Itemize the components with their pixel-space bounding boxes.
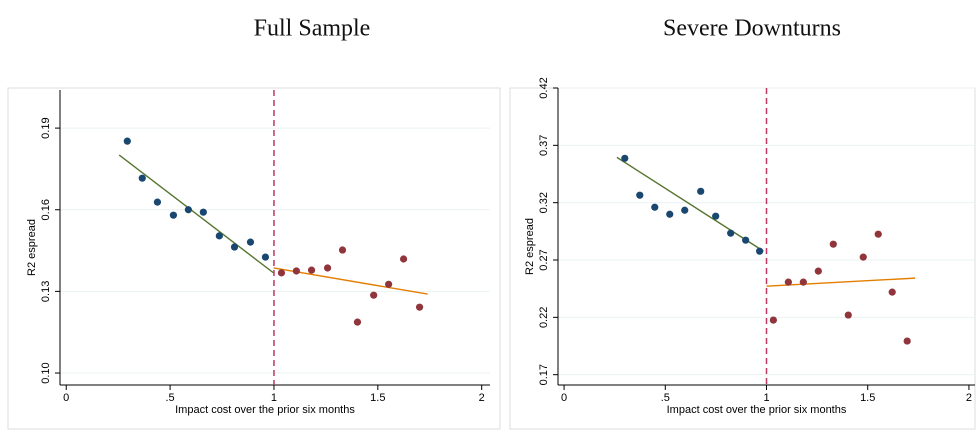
data-point: [903, 337, 911, 345]
x-tick-label: .5: [661, 392, 670, 404]
x-axis-label: Impact cost over the prior six months: [175, 404, 355, 416]
y-axis-label: R2 espread: [524, 218, 536, 275]
data-point: [230, 243, 239, 251]
data-point: [246, 238, 255, 246]
y-tick-label: 0.10: [40, 362, 52, 383]
fit-line: [766, 277, 916, 287]
data-point: [292, 267, 300, 275]
data-point: [169, 211, 178, 219]
y-axis-label: R2 espread: [26, 219, 38, 276]
data-point: [681, 206, 689, 214]
x-tick-label: 0: [561, 392, 567, 404]
y-tick-label: 0.27: [538, 249, 550, 270]
data-point: [399, 255, 408, 263]
x-tick-label: .5: [166, 392, 175, 404]
data-point: [370, 291, 378, 299]
x-tick-label: 0: [63, 392, 69, 404]
y-tick-label: 0.16: [40, 199, 52, 220]
x-tick-label: 1: [271, 392, 277, 404]
data-point: [769, 316, 777, 324]
data-point: [199, 208, 207, 216]
data-point: [307, 266, 316, 274]
data-point: [184, 206, 192, 214]
y-tick-label: 0.17: [538, 364, 550, 385]
data-point: [353, 318, 362, 326]
data-point: [874, 230, 882, 238]
data-point: [666, 210, 674, 218]
data-point: [859, 253, 867, 261]
data-point: [277, 269, 286, 277]
y-tick-label: 0.22: [538, 307, 550, 328]
data-point: [153, 198, 162, 206]
x-tick-label: 1: [763, 392, 769, 404]
y-tick-label: 0.19: [40, 117, 52, 138]
data-point: [888, 288, 896, 296]
x-tick-label: 1.5: [370, 392, 385, 404]
y-tick-label: 0.42: [538, 77, 550, 98]
data-point: [323, 264, 332, 272]
data-point: [727, 229, 735, 237]
x-tick-label: 2: [479, 392, 485, 404]
data-point: [138, 174, 146, 182]
data-point: [712, 212, 720, 220]
data-point: [338, 246, 347, 254]
data-point: [636, 191, 644, 199]
data-point: [415, 303, 424, 311]
data-point: [844, 311, 852, 319]
data-point: [697, 187, 705, 195]
chart-title: Full Sample: [254, 16, 371, 42]
data-point: [799, 278, 807, 286]
x-tick-label: 2: [966, 392, 972, 404]
data-point: [215, 232, 223, 240]
chart-title: Severe Downturns: [663, 16, 841, 42]
y-tick-label: 0.32: [538, 192, 550, 213]
fit-line: [118, 154, 274, 274]
panel-frame: [509, 87, 976, 430]
data-point: [385, 280, 393, 288]
y-tick-label: 0.37: [538, 135, 550, 156]
data-point: [123, 137, 131, 145]
data-point: [829, 240, 837, 248]
y-tick-label: 0.13: [40, 281, 52, 302]
fit-line: [616, 156, 764, 252]
data-point: [742, 236, 750, 244]
data-point: [651, 203, 659, 211]
data-point: [756, 247, 764, 255]
x-tick-label: 1.5: [860, 392, 875, 404]
data-point: [784, 278, 792, 286]
data-point: [621, 154, 629, 162]
data-point: [814, 267, 822, 275]
data-point: [261, 253, 270, 261]
x-axis-label: Impact cost over the prior six months: [667, 404, 847, 416]
